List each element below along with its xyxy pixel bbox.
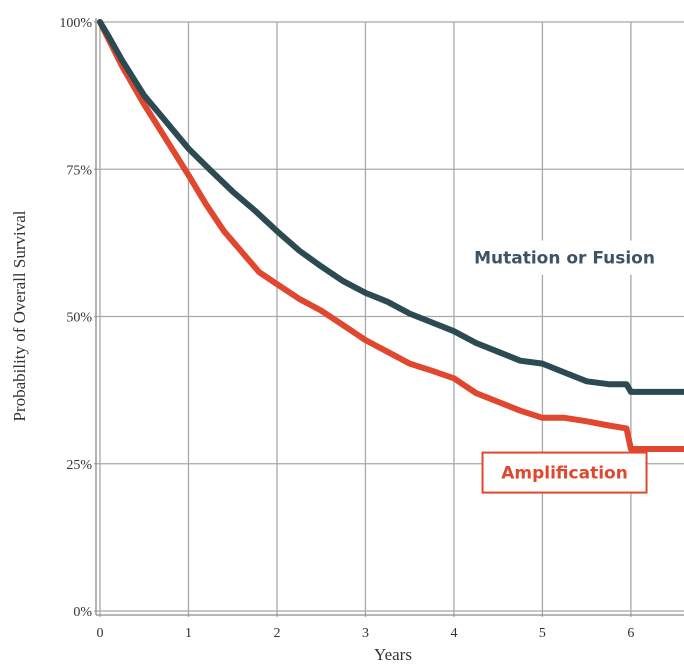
y-tick-label: 50%: [66, 311, 92, 326]
annotation-box-amplification: [481, 451, 648, 494]
series-annotations: Mutation or Fusion Amplification: [464, 240, 665, 494]
annotation-label-amplification: Amplification: [501, 464, 628, 484]
axes: [95, 18, 684, 616]
x-tick-label: 2: [273, 626, 280, 641]
annotation-bg-mutation-or-fusion: [464, 240, 665, 275]
y-tick-label: 100%: [59, 16, 92, 31]
x-tick-labels: 0 1 2 3 4 5 6: [97, 626, 635, 641]
x-tick-label: 5: [539, 626, 546, 641]
y-tick-label: 75%: [66, 163, 92, 178]
gridlines: [94, 21, 684, 617]
y-tick-label: 0%: [73, 605, 92, 620]
series-line-mutation-or-fusion: [97, 19, 684, 395]
series-line-amplification: [97, 19, 684, 452]
annotation-label-mutation-or-fusion: Mutation or Fusion: [474, 249, 655, 269]
x-tick-label: 1: [185, 626, 192, 641]
y-axis-label: Probability of Overall Survival: [10, 210, 29, 421]
x-tick-label: 3: [362, 626, 369, 641]
x-tick-label: 0: [97, 626, 104, 641]
x-tick-label: 4: [450, 626, 457, 641]
x-tick-label: 6: [627, 626, 634, 641]
y-tick-label: 25%: [66, 458, 92, 473]
y-tick-labels: 0% 25% 50% 75% 100%: [59, 16, 92, 620]
x-axis-label: Years: [374, 645, 412, 664]
series-lines: [97, 19, 684, 452]
